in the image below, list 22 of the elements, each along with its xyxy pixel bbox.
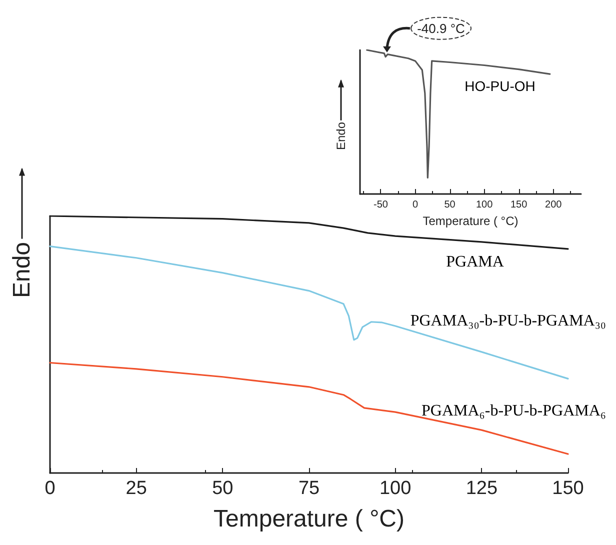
x-tick-label: 125 [466,478,498,499]
x-axis-title: Temperature ( °C) [214,506,404,532]
y-axis-title: Endo [334,122,348,150]
x-tick-label: 150 [510,200,528,210]
y-axis-title: Endo [8,242,36,298]
series-label: PGAMA₆-b-PU-b-PGAMA₆ [422,402,606,420]
x-tick-label: 50 [212,478,234,499]
x-tick-label: 0 [412,200,418,210]
x-tick-label: 150 [552,478,584,499]
x-tick-label: -50 [373,200,388,210]
x-tick-label: 25 [126,478,147,499]
annotation: -40.9 °C [417,20,465,36]
series-label: PGAMA [446,254,504,270]
x-axis-title: Temperature ( °C) [422,214,518,228]
x-tick-label: 50 [444,200,456,210]
x-tick-label: 0 [44,478,56,499]
x-tick-label: 100 [476,200,494,210]
x-tick-label: 100 [379,478,412,499]
x-tick-label: 75 [298,478,320,499]
series-label: HO-PU-OH [464,78,536,94]
x-tick-label: 200 [545,200,562,210]
series-label: PGAMA₃₀-b-PU-b-PGAMA₃₀ [410,312,606,330]
